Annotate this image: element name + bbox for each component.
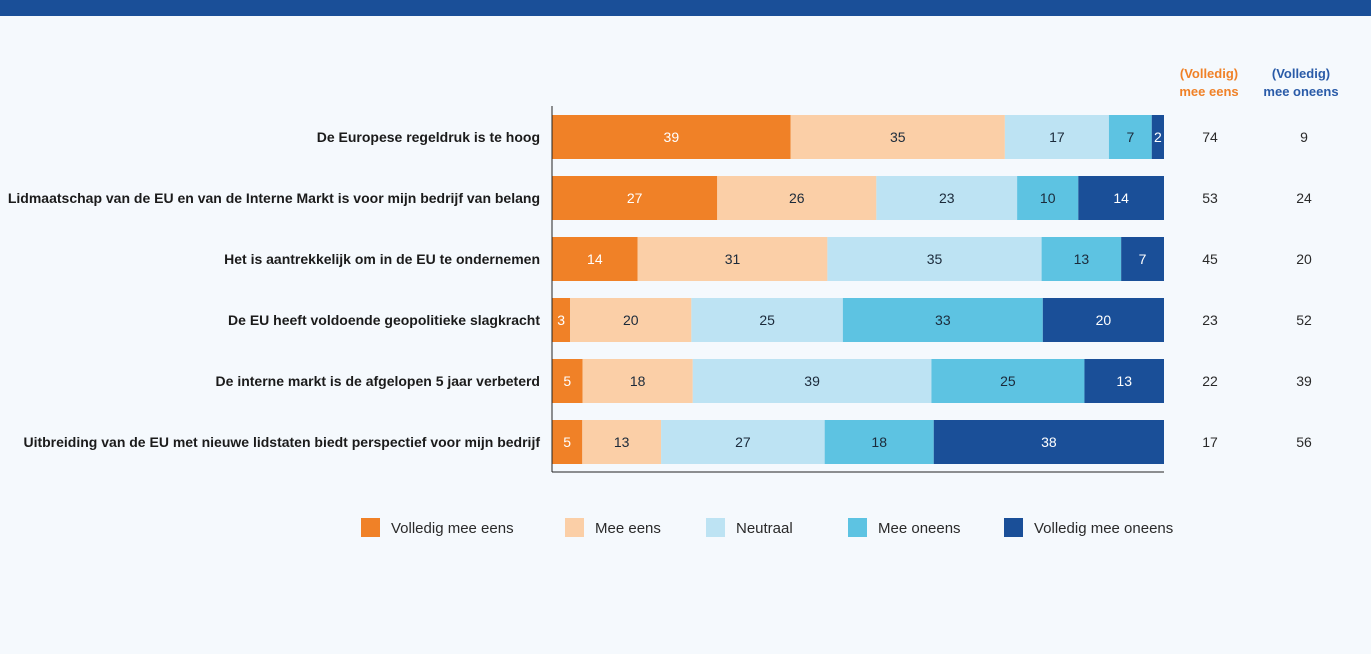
bar-segment-5-4 [933,420,1164,464]
bar-value-label-2-1: 31 [725,251,741,267]
bar-segment-0-3 [1108,115,1152,159]
category-label-1: Lidmaatschap van de EU en van de Interne… [8,190,540,206]
bar-segment-0-1 [790,115,1005,159]
bar-segment-3-3 [842,298,1043,342]
legend-swatch-0 [361,518,380,537]
bar-segment-2-3 [1041,237,1122,281]
bar-segment-1-1 [717,176,877,220]
summary-value-0-3: 23 [1202,312,1218,328]
bar-value-label-4-4: 13 [1116,373,1132,389]
bar-segment-3-0 [552,298,571,342]
bar-value-label-1-2: 23 [939,190,955,206]
bar-value-label-2-0: 14 [587,251,603,267]
legend-swatch-4 [1004,518,1023,537]
bar-value-label-1-0: 27 [627,190,643,206]
legend-swatch-1 [565,518,584,537]
category-label-3: De EU heeft voldoende geopolitieke slagk… [228,312,540,328]
summary-value-0-4: 22 [1202,373,1218,389]
bar-value-label-5-3: 18 [871,434,887,450]
bar-segment-5-2 [661,420,825,464]
bar-value-label-1-1: 26 [789,190,805,206]
bar-value-label-4-0: 5 [563,373,571,389]
legend-swatch-2 [706,518,725,537]
top-accent-bar [0,0,1371,16]
summary-value-1-5: 56 [1296,434,1312,450]
bar-segment-1-2 [876,176,1018,220]
summary-value-1-4: 39 [1296,373,1312,389]
category-label-4: De interne markt is de afgelopen 5 jaar … [216,373,540,389]
bar-segment-5-1 [582,420,662,464]
bar-value-label-2-3: 13 [1074,251,1090,267]
bar-value-label-4-1: 18 [630,373,646,389]
bar-segment-4-3 [931,359,1085,403]
bar-value-label-5-1: 13 [614,434,630,450]
legend-swatch-3 [848,518,867,537]
bar-value-label-1-3: 10 [1040,190,1056,206]
bar-segment-1-0 [552,176,718,220]
bar-value-label-3-2: 25 [759,312,775,328]
summary-value-1-3: 52 [1296,312,1312,328]
bar-value-label-2-2: 35 [927,251,943,267]
bar-segment-0-4 [1151,115,1164,159]
bar-value-label-3-1: 20 [623,312,639,328]
bar-segment-4-0 [552,359,583,403]
bar-value-label-2-4: 7 [1139,251,1147,267]
bar-segment-4-4 [1084,359,1164,403]
summary-value-0-5: 17 [1202,434,1218,450]
bar-value-label-5-0: 5 [563,434,571,450]
summary-value-0-0: 74 [1202,129,1218,145]
bar-value-label-5-2: 27 [735,434,751,450]
summary-value-0-1: 53 [1202,190,1218,206]
bar-segment-5-0 [552,420,583,464]
summary-value-0-2: 45 [1202,251,1218,267]
bar-segment-0-2 [1004,115,1109,159]
bar-segment-0-0 [552,115,791,159]
summary-header-line2-0: mee eens [1179,84,1238,99]
category-label-5: Uitbreiding van de EU met nieuwe lidstat… [23,434,540,450]
summary-value-1-1: 24 [1296,190,1312,206]
bar-value-label-0-2: 17 [1049,129,1065,145]
bar-value-label-4-2: 39 [804,373,820,389]
bar-segment-5-3 [824,420,934,464]
bar-segment-2-2 [827,237,1042,281]
bar-value-label-0-4: 2 [1154,129,1162,145]
summary-header-line1-0: (Volledig) [1180,66,1238,81]
summary-value-1-2: 20 [1296,251,1312,267]
bar-segment-2-1 [637,237,828,281]
bar-segment-2-4 [1121,237,1164,281]
legend-label-3: Mee oneens [878,520,961,537]
bar-segment-2-0 [552,237,638,281]
summary-header-line1-1: (Volledig) [1272,66,1330,81]
summary-value-1-0: 9 [1300,129,1308,145]
category-label-0: De Europese regeldruk is te hoog [317,129,540,145]
bar-value-label-4-3: 25 [1000,373,1016,389]
bar-segment-4-1 [582,359,693,403]
bar-segment-1-4 [1078,176,1164,220]
bar-value-label-5-4: 38 [1041,434,1057,450]
legend-label-1: Mee eens [595,520,661,537]
bar-value-label-0-3: 7 [1126,129,1134,145]
bar-segment-3-2 [691,298,843,342]
bar-segment-3-1 [570,298,692,342]
bar-value-label-1-4: 14 [1113,190,1129,206]
bar-value-label-3-0: 3 [557,312,565,328]
legend-label-0: Volledig mee eens [391,520,514,537]
bar-value-label-0-0: 39 [664,129,680,145]
category-label-2: Het is aantrekkelijk om in de EU te onde… [224,251,540,267]
bar-value-label-0-1: 35 [890,129,906,145]
summary-header-line2-1: mee oneens [1263,84,1338,99]
bar-segment-3-4 [1042,298,1164,342]
bar-value-label-3-4: 20 [1096,312,1112,328]
legend-label-2: Neutraal [736,520,793,537]
legend-label-4: Volledig mee oneens [1034,520,1173,537]
bar-value-label-3-3: 33 [935,312,951,328]
bar-segment-1-3 [1017,176,1079,220]
bar-segment-4-2 [692,359,932,403]
